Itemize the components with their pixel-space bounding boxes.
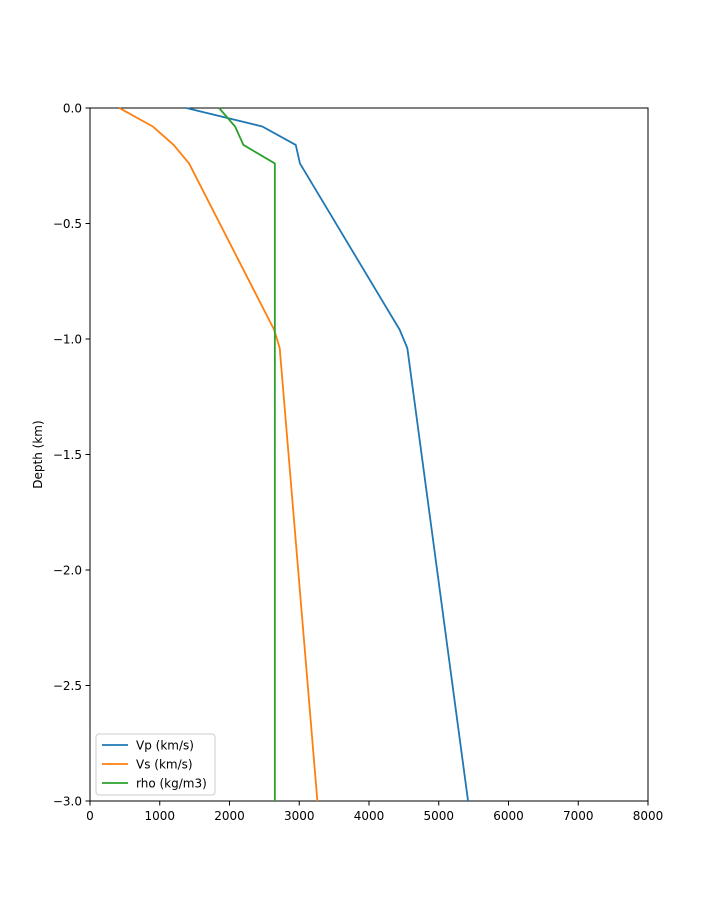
plot-area-frame [89,107,649,802]
y-axis-label: Depth (km) [31,420,45,488]
y-tick-label: −1.5 [53,448,82,462]
x-tick-label: 7000 [563,809,594,823]
y-tick-label: −1.0 [53,332,82,346]
y-tick-label: −2.0 [53,563,82,577]
x-tick-label: 1000 [144,809,175,823]
series-line-0 [186,107,469,802]
y-tick-label: −2.5 [53,679,82,693]
x-tick-label: 4000 [354,809,385,823]
legend-box [95,733,216,796]
x-tick-label: 5000 [423,809,454,823]
legend-label: rho (kg/m3) [136,776,207,790]
legend: Vp (km/s) Vs (km/s) rho (kg/m3) [95,733,216,796]
series-line-1 [118,107,319,802]
y-tick-label: −0.5 [53,217,82,231]
legend-label: Vs (km/s) [136,757,193,771]
x-tick-label: 6000 [493,809,524,823]
y-axis: 0.0 −0.5 −1.0 −1.5 −2.0 −2.5 −3.0 [53,101,90,808]
series-line-2 [218,107,276,801]
x-tick-label: 0 [86,809,94,823]
x-tick-label: 3000 [284,809,315,823]
legend-label: Vp (km/s) [136,738,194,752]
x-tick-label: 8000 [633,809,664,823]
y-tick-label: −3.0 [53,794,82,808]
y-tick-label: 0.0 [63,101,82,115]
series-layer [118,107,469,802]
x-axis: 0 1000 2000 3000 4000 5000 6000 7000 8000 [86,801,663,823]
x-tick-label: 2000 [214,809,245,823]
